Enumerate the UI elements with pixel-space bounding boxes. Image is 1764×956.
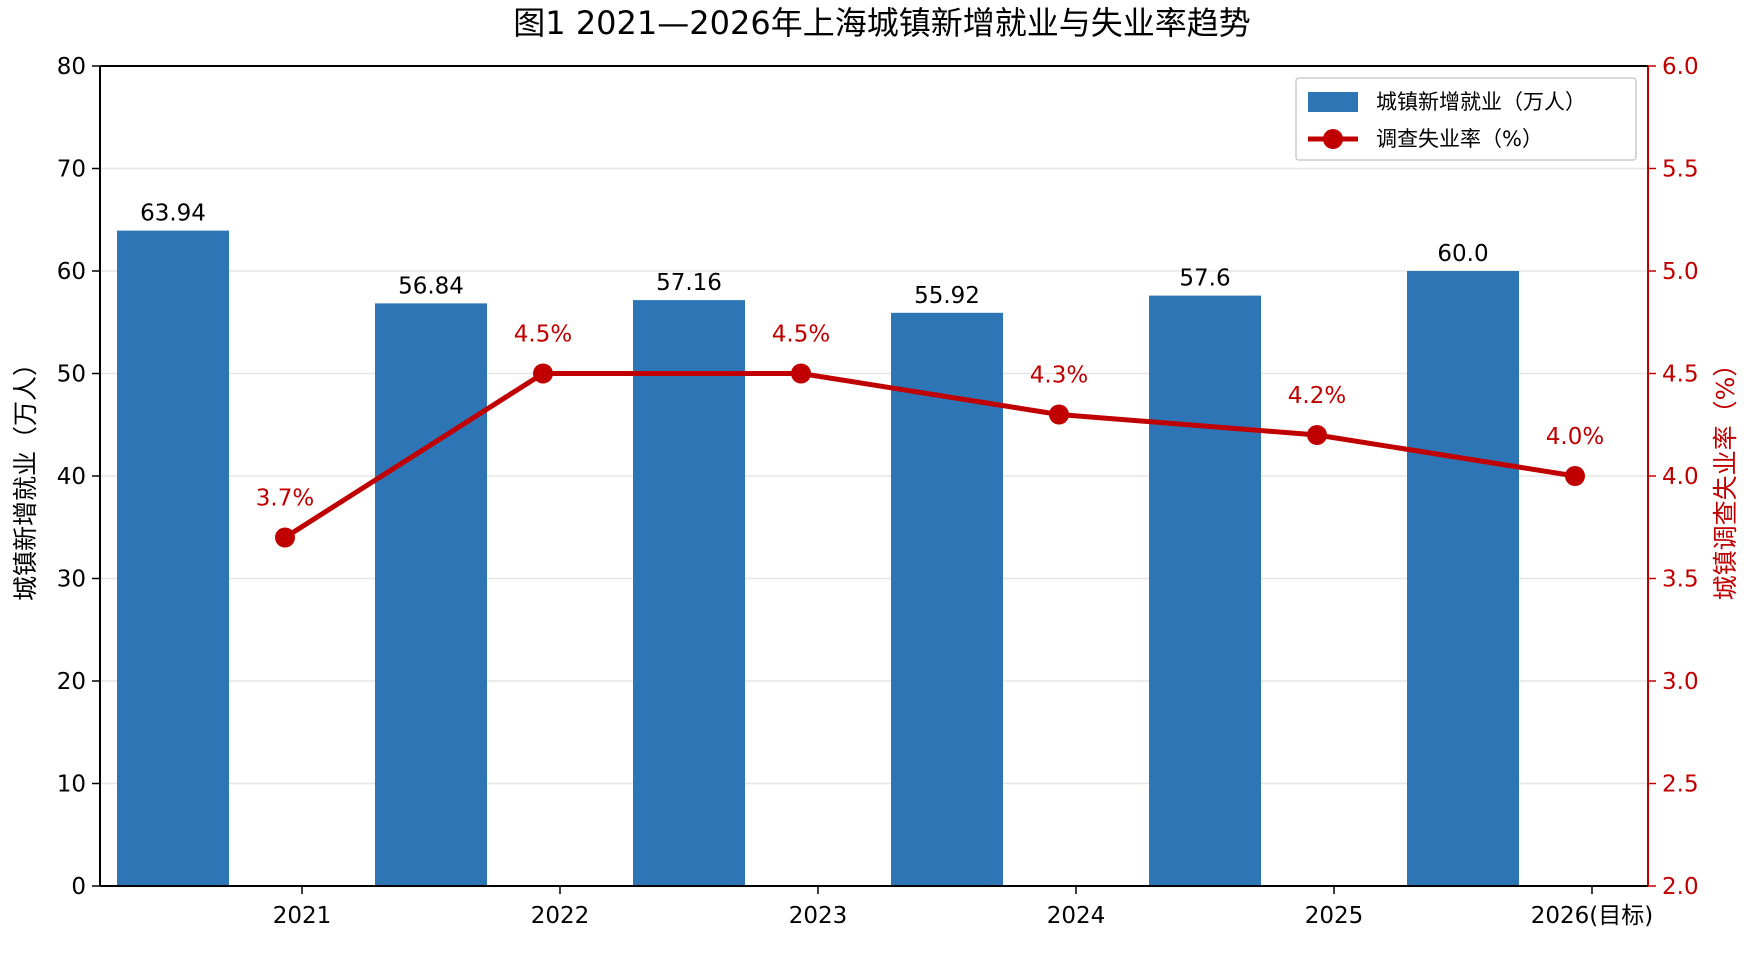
y-left-tick-label: 50 (57, 362, 86, 388)
y-right-tick-label: 4.0 (1662, 464, 1699, 490)
bar (891, 312, 1003, 886)
y-right-tick-label: 4.5 (1662, 362, 1699, 388)
bar-value-label: 57.16 (656, 270, 722, 296)
x-tick-label: 2024 (1047, 903, 1106, 929)
legend-bar-swatch (1308, 92, 1358, 112)
line-point (1307, 425, 1327, 445)
bar (1407, 271, 1519, 886)
legend-bar-label: 城镇新增就业（万人） (1376, 90, 1586, 114)
x-tick-label: 2023 (789, 903, 848, 929)
x-tick-label: 2025 (1305, 903, 1364, 929)
line-point (275, 527, 295, 548)
bar (633, 300, 745, 886)
legend-line-marker (1323, 129, 1343, 149)
y-axis-left-label: 城镇新增就业（万人） (11, 351, 40, 601)
y-right-tick-label: 5.5 (1662, 157, 1699, 183)
bar-value-label: 63.94 (140, 201, 206, 227)
bar-value-label: 57.6 (1179, 266, 1230, 292)
y-left-tick-label: 20 (57, 669, 86, 695)
chart-title: 图1 2021—2026年上海城镇新增就业与失业率趋势 (513, 4, 1250, 42)
y-left-tick-label: 0 (71, 874, 86, 900)
y-left-tick-label: 80 (57, 54, 86, 80)
line-value-label: 4.3% (1030, 363, 1088, 389)
line-value-label: 3.7% (256, 486, 314, 512)
bar-value-label: 60.0 (1437, 241, 1488, 267)
bar (1149, 295, 1261, 887)
line-value-label: 4.5% (514, 322, 572, 348)
line-value-label: 4.2% (1288, 383, 1346, 409)
legend-frame (1295, 77, 1637, 161)
y-left-tick-label: 10 (57, 772, 86, 798)
y-left-tick-label: 40 (57, 464, 86, 490)
line-point (533, 363, 553, 384)
x-tick-label: 2022 (531, 903, 590, 929)
x-tick-label: 2026(目标) (1531, 903, 1653, 929)
line-value-label: 4.0% (1546, 424, 1604, 450)
bar (375, 303, 487, 886)
y-right-tick-label: 3.5 (1662, 567, 1699, 593)
line-point (791, 363, 811, 384)
line-series: 3.7% 4.5% 4.5% 4.3% 4.2% 4.0% (256, 322, 1604, 548)
y-right-tick-label: 5.0 (1662, 259, 1699, 285)
y-left-tick-label: 70 (57, 157, 86, 183)
y-left-tick-label: 60 (57, 259, 86, 285)
line-value-label: 4.5% (772, 322, 830, 348)
legend: 城镇新增就业（万人） 调查失业率（%） (1295, 77, 1637, 161)
y-right-tick-label: 6.0 (1662, 54, 1699, 80)
line-point (1565, 466, 1585, 486)
bar-value-label: 55.92 (914, 283, 980, 309)
bar-value-label: 56.84 (398, 273, 464, 299)
y-right-tick-label: 2.0 (1662, 874, 1699, 900)
legend-line-label: 调查失业率（%） (1376, 127, 1543, 151)
bar-series: 63.94 56.84 57.16 55.92 57.6 60.0 (117, 201, 1519, 887)
y-right-tick-label: 2.5 (1662, 772, 1699, 798)
y-left-tick-label: 30 (57, 567, 86, 593)
bar (117, 230, 229, 887)
x-tick-label: 2021 (273, 903, 332, 929)
y-axis-right-label: 城镇调查失业率（%） (1711, 352, 1740, 601)
line-point (1049, 404, 1069, 425)
y-right-tick-label: 3.0 (1662, 669, 1699, 695)
axes: 0 10 20 30 40 50 60 70 80 2.0 2.5 3.0 3.5 4.0 4.5 5.0 5.… (57, 54, 1699, 929)
line-path (283, 371, 1576, 540)
